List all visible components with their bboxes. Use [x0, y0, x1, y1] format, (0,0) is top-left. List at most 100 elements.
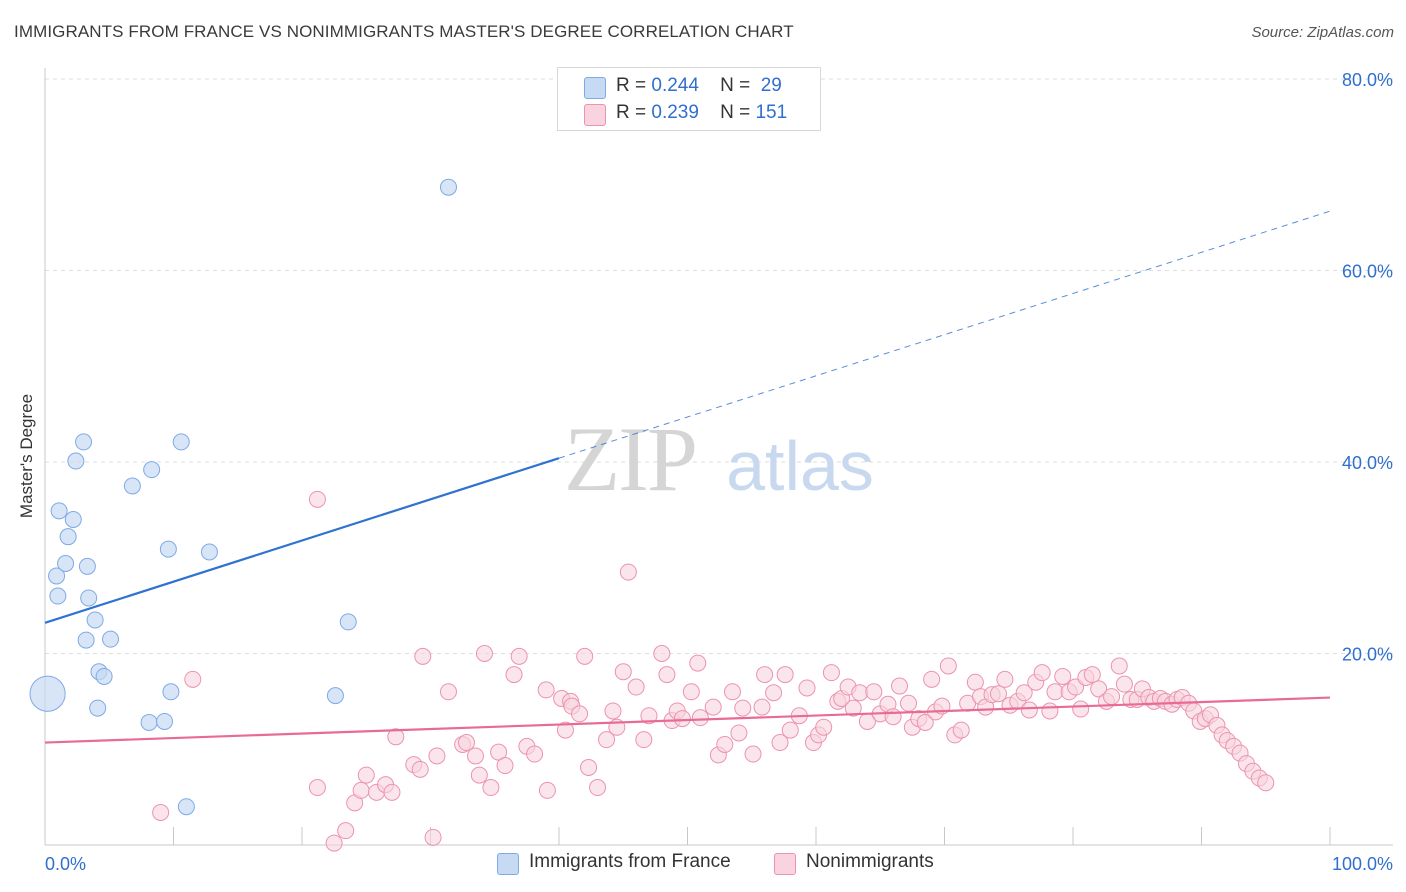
x-tick-label: 100.0%	[1332, 854, 1393, 874]
nonimmigrants-point	[1041, 702, 1059, 720]
nonimmigrants-point	[1103, 688, 1121, 706]
nonimmigrants-point	[1072, 700, 1090, 718]
nonimmigrants-point	[538, 781, 556, 799]
y-tick-label: 40.0%	[1342, 453, 1393, 473]
nonimmigrants-point	[496, 757, 514, 775]
nonimmigrants-point	[1090, 680, 1108, 698]
nonimmigrants-point	[537, 681, 555, 699]
immigrants-point	[77, 631, 95, 649]
nonimmigrants-point	[952, 721, 970, 739]
immigrants-point	[29, 675, 66, 712]
nonimmigrants-point	[576, 647, 594, 665]
immigrants-point	[89, 699, 107, 717]
immigrants-point	[86, 611, 104, 629]
legend-n-label: N =	[720, 75, 751, 96]
nonimmigrants-point	[510, 647, 528, 665]
nonimmigrants-point	[475, 645, 493, 662]
nonimmigrants-point	[765, 684, 783, 702]
nonimmigrants-point	[851, 684, 869, 702]
immigrants-point	[172, 433, 190, 451]
nonimmigrants-point	[691, 709, 709, 727]
stats-legend: R = 0.244 N = 29 R = 0.239 N = 151	[557, 67, 821, 131]
nonimmigrants-point	[744, 745, 762, 763]
immigrants-point	[59, 528, 77, 546]
nonimmigrants-point	[598, 731, 616, 749]
immigrants-point	[49, 587, 67, 605]
legend-swatch-blue	[584, 77, 606, 99]
nonimmigrants-point	[640, 707, 658, 725]
bottom-legend-swatch-blue	[497, 853, 519, 875]
nonimmigrants-point	[716, 735, 734, 753]
nonimmigrants-point	[580, 758, 598, 776]
nonimmigrants-point	[900, 694, 918, 712]
nonimmigrants-point	[996, 670, 1014, 688]
grid-lines	[45, 78, 1393, 654]
immigrants-point	[64, 510, 82, 528]
nonimmigrants-point	[682, 683, 700, 701]
immigrants-point	[156, 712, 174, 730]
nonimmigrants-point	[482, 779, 500, 797]
nonimmigrants-point	[414, 647, 432, 665]
legend-r-label: R =	[616, 75, 647, 96]
watermark-atlas: atlas	[726, 427, 874, 505]
immigrants-point	[57, 554, 75, 572]
nonimmigrants-point	[989, 685, 1007, 703]
nonimmigrants-point	[939, 657, 957, 675]
nonimmigrants-point	[865, 683, 883, 701]
immigrants-point	[78, 557, 96, 575]
legend-n-label: N =	[720, 102, 751, 123]
legend-r-label: R =	[616, 102, 647, 123]
nonimmigrants-point	[1033, 664, 1051, 682]
immigrants-trend-line	[44, 457, 560, 624]
nonimmigrants-point	[1257, 774, 1275, 792]
nonimmigrants-point	[466, 747, 484, 765]
immigrants-point	[439, 178, 457, 196]
nonimmigrants-point	[916, 713, 934, 731]
nonimmigrants-point	[428, 747, 446, 765]
bottom-legend-label: Immigrants from France	[529, 851, 731, 872]
nonimmigrants-point	[526, 745, 544, 763]
nonimmigrants-point	[470, 766, 488, 784]
nonimmigrants-point	[798, 679, 816, 697]
y-axis-label: Master's Degree	[17, 393, 36, 519]
nonimmigrants-point	[184, 670, 202, 688]
nonimmigrants-point	[505, 666, 523, 684]
nonimmigrants-point	[387, 728, 405, 746]
immigrants-point	[67, 452, 85, 470]
nonimmigrants-point	[619, 563, 637, 581]
axes	[44, 68, 1393, 846]
immigrants-point	[326, 687, 344, 705]
nonimmigrants-point	[337, 822, 355, 840]
immigrants-point	[140, 713, 158, 731]
immigrants-point	[48, 567, 66, 585]
legend-swatch-pink	[584, 104, 606, 126]
nonimmigrants-trend-line	[44, 696, 1331, 744]
trend-lines	[44, 210, 1331, 744]
nonimmigrants-point	[704, 698, 722, 716]
nonimmigrants-point	[308, 490, 326, 508]
watermark-zip: ZIP	[564, 408, 696, 510]
nonimmigrants-point	[776, 666, 794, 684]
nonimmigrants-point	[923, 670, 941, 688]
nonimmigrants-point	[1110, 657, 1128, 675]
nonimmigrants-point	[734, 699, 752, 717]
nonimmigrants-point	[1046, 683, 1064, 701]
bottom-legend-swatch-pink	[774, 853, 796, 875]
legend-n-value: 29	[760, 75, 782, 96]
immigrants-point	[75, 433, 93, 451]
nonimmigrants-point	[352, 781, 370, 799]
nonimmigrants-point	[781, 721, 799, 739]
y-tick-label: 60.0%	[1342, 262, 1393, 282]
nonimmigrants-point	[844, 699, 862, 717]
nonimmigrants-point	[325, 834, 343, 852]
nonimmigrants-point	[884, 708, 902, 726]
nonimmigrants-point	[815, 718, 833, 736]
immigrants-point	[143, 461, 161, 479]
nonimmigrants-point	[673, 710, 691, 728]
nonimmigrants-point	[411, 760, 429, 778]
nonimmigrants-point	[730, 724, 748, 742]
nonimmigrants-point	[152, 803, 170, 821]
source-credit: Source: ZipAtlas.com	[1251, 24, 1394, 41]
immigrants-point	[102, 630, 120, 648]
